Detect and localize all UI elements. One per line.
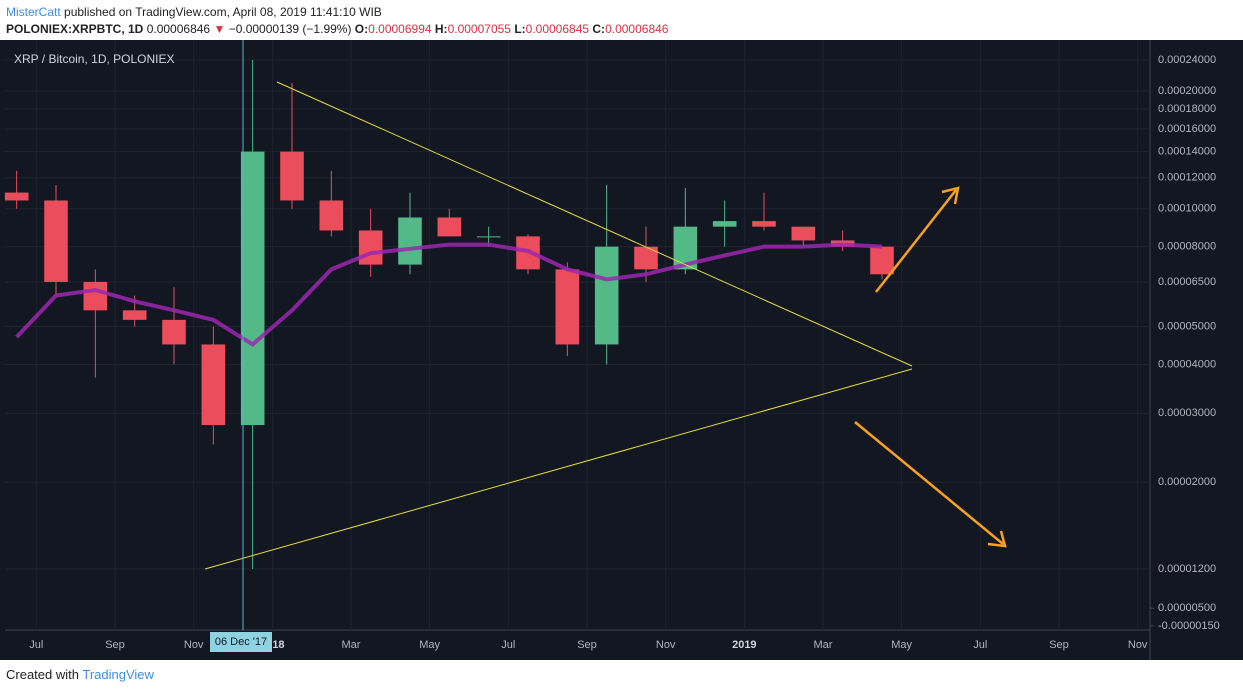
candle-body <box>870 246 894 275</box>
change: −0.00000139 (−1.99%) <box>228 22 352 36</box>
y2-tick-label: -0.00000150 <box>1158 620 1220 632</box>
y2-tick-label: 0.00000500 <box>1158 602 1216 614</box>
y-tick-label: 0.00024000 <box>1158 54 1216 66</box>
created: Created with <box>6 667 79 682</box>
brand[interactable]: TradingView <box>82 667 154 682</box>
arrow-down <box>854 421 1004 545</box>
trend-line <box>204 368 913 570</box>
x-tick-label: May <box>419 639 440 651</box>
c-label: C: <box>592 22 606 36</box>
published: published on TradingView.com, April 08, … <box>64 5 382 19</box>
candle-body <box>437 217 462 237</box>
y-tick-label: 0.00018000 <box>1158 103 1216 115</box>
y-tick-label: 0.00002000 <box>1158 476 1216 488</box>
crosshair-label: 06 Dec '17 <box>215 636 267 648</box>
candle-body <box>752 221 776 227</box>
candle-body <box>791 226 816 241</box>
candle-body <box>319 200 344 231</box>
x-tick-label: Nov <box>1128 639 1148 651</box>
candle-body <box>83 281 108 311</box>
chart: 0.00024000 0.00020000 0.00018000 0.00016000… <box>0 40 1243 660</box>
author[interactable]: MisterCatt <box>6 5 61 19</box>
x-tick-label: Mar <box>342 639 361 651</box>
candle-body <box>358 230 383 265</box>
l-label: L: <box>514 22 526 36</box>
y-tick-label: 0.00014000 <box>1158 146 1216 158</box>
arrow-down-head <box>987 530 1007 548</box>
x-tick-label: Jul <box>501 639 515 651</box>
candle-body <box>398 217 422 265</box>
x-tick-label: Mar <box>814 639 833 651</box>
x-tick-label: Nov <box>656 639 676 651</box>
candle-body <box>594 246 619 345</box>
candle-body <box>240 151 265 426</box>
moving-average <box>15 242 883 347</box>
arrow-up-head <box>941 186 960 205</box>
chart-title: XRP / Bitcoin, 1D, POLONIEX <box>14 52 175 66</box>
y-tick-label: 0.00001200 <box>1158 563 1216 575</box>
c: 0.00006846 <box>605 22 669 36</box>
arrow-up <box>875 189 957 293</box>
l: 0.00006845 <box>525 22 590 36</box>
y-tick-label: 0.00006500 <box>1158 276 1216 288</box>
grid: 0.00024000 0.00020000 0.00018000 0.00016000… <box>5 40 1220 651</box>
candle-body <box>634 246 658 270</box>
h-label: H: <box>434 22 448 36</box>
x-tick-label: 2019 <box>732 639 756 651</box>
background <box>0 40 1243 660</box>
candle-body <box>712 221 737 227</box>
y-tick-label: 0.00012000 <box>1158 172 1216 184</box>
x-tick-label: May <box>891 639 912 651</box>
candle-body <box>162 319 186 345</box>
last: 0.00006846 <box>146 22 211 36</box>
candle-body <box>476 236 501 238</box>
candle-body <box>44 200 68 282</box>
x-tick-label: Nov <box>184 639 204 651</box>
y-tick-label: 0.00010000 <box>1158 203 1216 215</box>
candle-body <box>122 310 147 320</box>
x-tick-label: Jul <box>29 639 43 651</box>
candle-body <box>673 226 698 270</box>
candle-body <box>201 344 226 426</box>
o: 0.00006994 <box>368 22 432 36</box>
y-tick-label: 0.00016000 <box>1158 123 1216 135</box>
h: 0.00007055 <box>447 22 511 36</box>
footer: Created with TradingView <box>6 667 154 682</box>
x-tick-label: Sep <box>105 639 125 651</box>
arrow: ▼ <box>213 22 226 36</box>
y-tick-label: 0.00003000 <box>1158 407 1216 419</box>
candle-body <box>4 192 29 201</box>
x-tick-label: Jul <box>973 639 987 651</box>
trend-line <box>276 81 913 367</box>
crosshair-box <box>210 632 272 652</box>
candle-body <box>280 151 304 201</box>
y-tick-label: 0.00005000 <box>1158 320 1216 332</box>
y-tick-label: 0.00020000 <box>1158 85 1216 97</box>
marks <box>4 60 894 570</box>
x-tick-label: Sep <box>577 639 597 651</box>
symbol: POLONIEX:XRPBTC, 1D <box>6 22 144 36</box>
x-tick-label: Sep <box>1049 639 1069 651</box>
y-tick-label: 0.00008000 <box>1158 241 1216 253</box>
header: MisterCatt published on TradingView.com,… <box>6 4 668 38</box>
o-label: O: <box>354 22 369 36</box>
y-tick-label: 0.00004000 <box>1158 358 1216 370</box>
candle-body <box>555 269 580 345</box>
